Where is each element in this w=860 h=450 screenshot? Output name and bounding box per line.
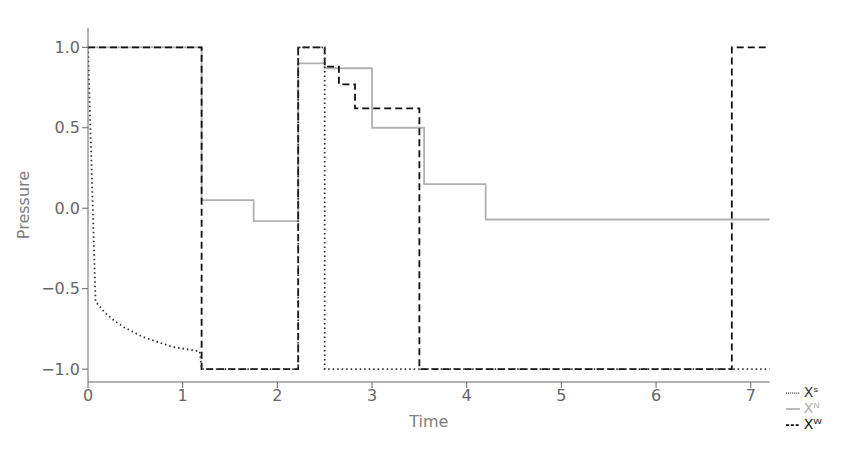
svg-text:Pressure: Pressure — [14, 171, 33, 239]
svg-text:5: 5 — [556, 386, 566, 405]
svg-text:−1.0: −1.0 — [41, 360, 80, 379]
html-text:Xᴺ: Xᴺ — [803, 400, 820, 416]
svg-text:0.5: 0.5 — [55, 118, 80, 137]
svg-text:3: 3 — [367, 386, 377, 405]
svg-text:0: 0 — [83, 386, 93, 405]
svg-text:−0.5: −0.5 — [41, 279, 80, 298]
svg-text:6: 6 — [651, 386, 661, 405]
html-text:Xˢ: Xˢ — [803, 384, 819, 400]
svg-text:1.0: 1.0 — [55, 38, 80, 57]
svg-text:4: 4 — [462, 386, 472, 405]
svg-text:1: 1 — [178, 386, 188, 405]
svg-text:7: 7 — [746, 386, 756, 405]
svg-text:2: 2 — [272, 386, 282, 405]
svg-text:0.0: 0.0 — [55, 199, 80, 218]
svg-text:Time: Time — [408, 412, 448, 431]
html-text:Xᵂ: Xᵂ — [803, 416, 822, 432]
